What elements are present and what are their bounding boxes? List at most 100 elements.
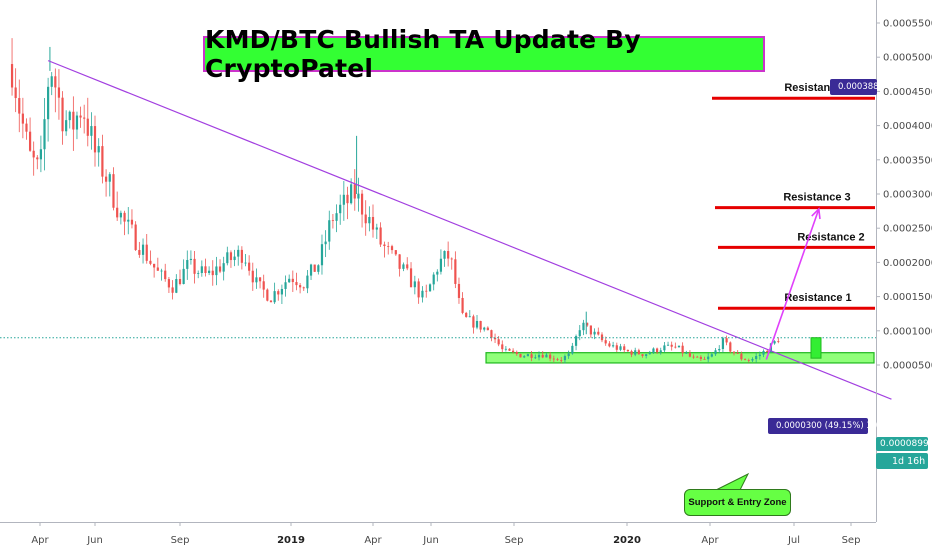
candle: [178, 269, 182, 286]
candle: [248, 255, 251, 276]
candle-body: [164, 270, 167, 280]
candle: [586, 322, 589, 327]
candle-body: [574, 336, 578, 346]
candle: [357, 177, 360, 212]
candle-body: [457, 283, 461, 298]
x-tick-label: Jun: [86, 535, 103, 546]
candle: [626, 349, 630, 352]
candle-body: [747, 360, 750, 361]
candle: [402, 262, 405, 272]
candle-body: [497, 339, 500, 345]
candle: [182, 259, 185, 285]
candle-body: [240, 249, 243, 263]
candle: [457, 277, 461, 304]
candle-body: [523, 356, 526, 358]
candle: [475, 314, 479, 330]
candle-body: [758, 354, 761, 357]
candle: [519, 353, 522, 358]
candle-body: [447, 251, 450, 259]
candle: [777, 337, 780, 344]
candle: [93, 115, 97, 167]
candle: [61, 91, 64, 145]
candle: [659, 347, 662, 355]
candle-body: [313, 264, 316, 272]
candle: [65, 110, 68, 136]
candle-body: [226, 252, 229, 264]
candle-body: [604, 340, 607, 344]
candle-body: [39, 149, 43, 160]
candle-body: [149, 260, 152, 264]
candle: [648, 350, 651, 355]
candle-body: [454, 259, 457, 284]
candle-body: [552, 358, 555, 360]
candle-body: [409, 268, 413, 288]
candle: [600, 332, 604, 343]
candle-body: [443, 251, 446, 259]
candle-body: [699, 356, 702, 359]
candle-body: [402, 264, 405, 269]
candle: [655, 347, 659, 354]
candle: [574, 334, 578, 351]
candle-body: [127, 219, 130, 222]
candle-body: [295, 282, 298, 286]
candle: [486, 326, 489, 331]
candle-body: [666, 344, 670, 346]
candle: [428, 283, 432, 292]
candle: [465, 311, 468, 318]
candle: [156, 257, 159, 271]
candle-body: [736, 353, 739, 354]
candle-body: [306, 275, 309, 289]
candle-body: [406, 264, 409, 269]
candle: [197, 270, 200, 279]
candle: [696, 355, 699, 358]
candle-body: [755, 356, 758, 360]
candle-body: [692, 356, 695, 358]
candle-body: [493, 337, 497, 340]
y-tick-label: 0.0005500: [883, 19, 932, 30]
candle: [732, 351, 736, 356]
candle-body: [108, 174, 111, 182]
candle-body: [320, 244, 324, 266]
resistance-label: Resistance 1: [784, 292, 851, 304]
candle: [736, 350, 739, 355]
candle-body: [14, 87, 17, 99]
countdown-tag: 1d 16h: [876, 453, 928, 469]
x-tick-label: Jul: [787, 535, 800, 546]
candle-body: [597, 331, 600, 335]
candle: [773, 340, 776, 345]
candle: [608, 341, 611, 348]
candle: [186, 250, 189, 280]
candle: [552, 355, 555, 363]
candle: [306, 269, 309, 294]
candle-body: [72, 111, 75, 130]
candle: [497, 336, 500, 347]
candle: [670, 341, 673, 351]
candle: [493, 333, 497, 343]
descending-trendline: [47, 60, 892, 400]
candle-body: [379, 227, 382, 245]
candle: [685, 350, 688, 354]
candle: [346, 186, 349, 220]
candle-body: [655, 348, 659, 353]
candle-body: [472, 316, 475, 328]
candle-body: [101, 146, 104, 177]
candle-body: [732, 351, 736, 354]
candle-body: [530, 354, 533, 358]
candle-body: [777, 341, 780, 343]
candle: [149, 250, 152, 266]
candle-body: [156, 267, 159, 271]
candle-body: [593, 331, 596, 335]
candle-body: [674, 346, 677, 348]
y-tick-label: 0.0004500: [883, 87, 932, 98]
candle: [251, 262, 254, 291]
candle: [10, 38, 14, 96]
candle-body: [68, 111, 71, 121]
candle-body: [65, 120, 68, 132]
candle-body: [677, 345, 681, 348]
resistance-label: Resistance 3: [783, 192, 850, 204]
candle: [483, 326, 486, 332]
candle-body: [773, 341, 776, 344]
candle: [619, 343, 622, 352]
candle: [273, 282, 276, 304]
